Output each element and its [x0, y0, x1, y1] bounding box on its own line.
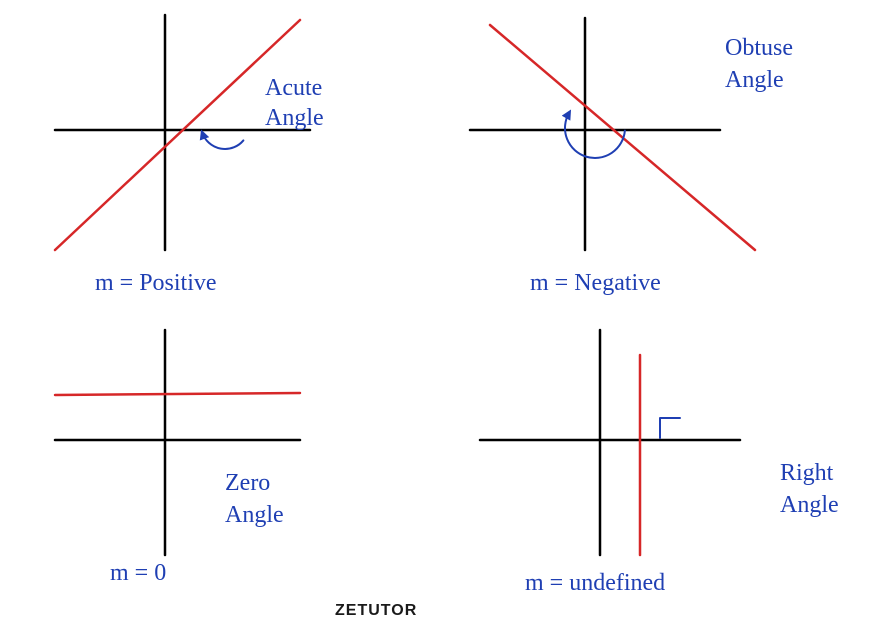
- slope-label-obtuse: m = Negative: [530, 270, 661, 296]
- angle-label-acute-line: Acute: [265, 75, 322, 101]
- angle-label-zero-line: Angle: [225, 502, 284, 528]
- angle-label-zero-line: Zero: [225, 470, 270, 496]
- slope-line: [55, 393, 300, 395]
- angle-arc: [565, 113, 625, 158]
- angle-label-zero: Zero Angle: [225, 470, 284, 528]
- angle-label-obtuse-line: Angle: [725, 67, 784, 93]
- slope-line: [490, 25, 755, 250]
- angle-label-acute: Acute Angle: [265, 75, 324, 131]
- slope-label-acute: m = Positive: [95, 270, 217, 296]
- slope-label-right: m = undefined: [525, 570, 665, 596]
- right-angle-marker: [660, 418, 680, 438]
- slope-label-zero: m = 0: [110, 560, 166, 586]
- angle-label-right-line: Angle: [780, 492, 839, 518]
- angle-label-obtuse: Obtuse Angle: [725, 35, 793, 93]
- angle-label-acute-line: Angle: [265, 105, 324, 131]
- angle-label-obtuse-line: Obtuse: [725, 35, 793, 61]
- watermark: ZETUTOR: [335, 602, 417, 619]
- angle-label-right-line: Right: [780, 460, 834, 486]
- angle-arc: [202, 133, 243, 149]
- angle-label-right: Right Angle: [780, 460, 839, 518]
- slope-diagram: Acute Angle m = Positive Obtuse Angle m = Neg…: [0, 0, 889, 628]
- slope-line: [55, 20, 300, 250]
